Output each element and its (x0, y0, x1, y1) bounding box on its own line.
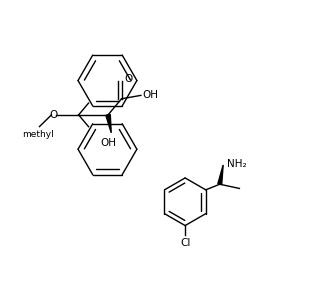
Text: Cl: Cl (180, 238, 190, 248)
Text: O: O (49, 110, 58, 120)
Polygon shape (106, 115, 111, 133)
Text: OH: OH (100, 138, 116, 148)
Polygon shape (218, 165, 223, 185)
Text: O: O (124, 74, 133, 84)
Text: NH₂: NH₂ (227, 158, 247, 168)
Text: methyl: methyl (22, 130, 54, 139)
Text: OH: OH (142, 90, 158, 100)
